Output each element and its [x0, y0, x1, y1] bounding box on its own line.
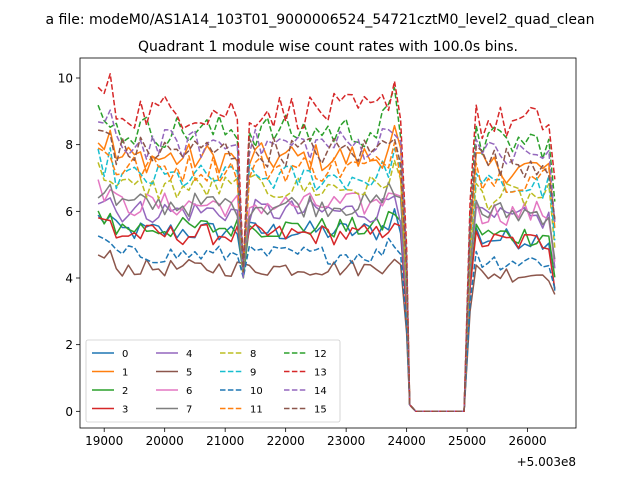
series-line-14: [97, 109, 556, 413]
series-line-9: [97, 147, 556, 413]
y-tick-label: 6: [65, 205, 73, 219]
legend-box: [85, 339, 341, 423]
series-line-0: [97, 208, 556, 413]
legend-label-9: 9: [250, 368, 256, 379]
series-line-15: [97, 129, 556, 413]
y-axis: 0 2 4 6 8 10: [58, 72, 80, 419]
legend-label-15: 15: [314, 405, 327, 416]
legend-label-2: 2: [122, 386, 128, 397]
series-line-5: [97, 249, 556, 413]
x-offset-label: +5.003e8: [517, 455, 576, 469]
legend-label-7: 7: [186, 405, 192, 416]
legend-label-11: 11: [250, 405, 263, 416]
y-tick-label: 4: [65, 272, 73, 286]
legend-label-8: 8: [250, 349, 256, 360]
legend-label-5: 5: [186, 368, 192, 379]
series-layer: [97, 73, 556, 413]
x-tick-label: 22000: [267, 434, 305, 448]
legend-label-10: 10: [250, 386, 263, 397]
series-line-11: [97, 141, 556, 413]
chart-title: Quadrant 1 module wise count rates with …: [138, 39, 518, 55]
x-tick-label: 23000: [327, 434, 365, 448]
x-tick-label: 20000: [146, 434, 184, 448]
x-tick-label: 19000: [85, 434, 123, 448]
legend-label-3: 3: [122, 405, 128, 416]
series-line-6: [97, 179, 556, 413]
x-tick-label: 24000: [388, 434, 426, 448]
y-tick-label: 10: [58, 72, 73, 86]
y-tick-label: 8: [65, 138, 73, 152]
y-tick-label: 0: [65, 405, 73, 419]
legend-label-13: 13: [314, 368, 327, 379]
y-tick-label: 2: [65, 338, 73, 352]
legend-label-14: 14: [314, 386, 327, 397]
x-tick-label: 21000: [206, 434, 244, 448]
x-axis: 19000 20000 21000 22000 23000 24000 25000 26000: [85, 428, 547, 448]
series-line-10: [97, 235, 556, 413]
x-tick-label: 26000: [509, 434, 547, 448]
plot-frame: [79, 57, 577, 429]
legend-label-6: 6: [186, 386, 192, 397]
series-line-13: [97, 73, 556, 413]
series-line-7: [97, 181, 556, 413]
series-line-12: [97, 87, 556, 413]
legend-label-12: 12: [314, 349, 327, 360]
legend-label-4: 4: [186, 349, 192, 360]
figure-suptitle: a file: modeM0/AS1A14_103T01_9000006524_…: [46, 12, 595, 28]
series-line-8: [97, 159, 556, 413]
legend-label-0: 0: [122, 349, 128, 360]
legend-label-1: 1: [122, 368, 128, 379]
x-tick-label: 25000: [448, 434, 486, 448]
series-line-3: [97, 217, 556, 413]
